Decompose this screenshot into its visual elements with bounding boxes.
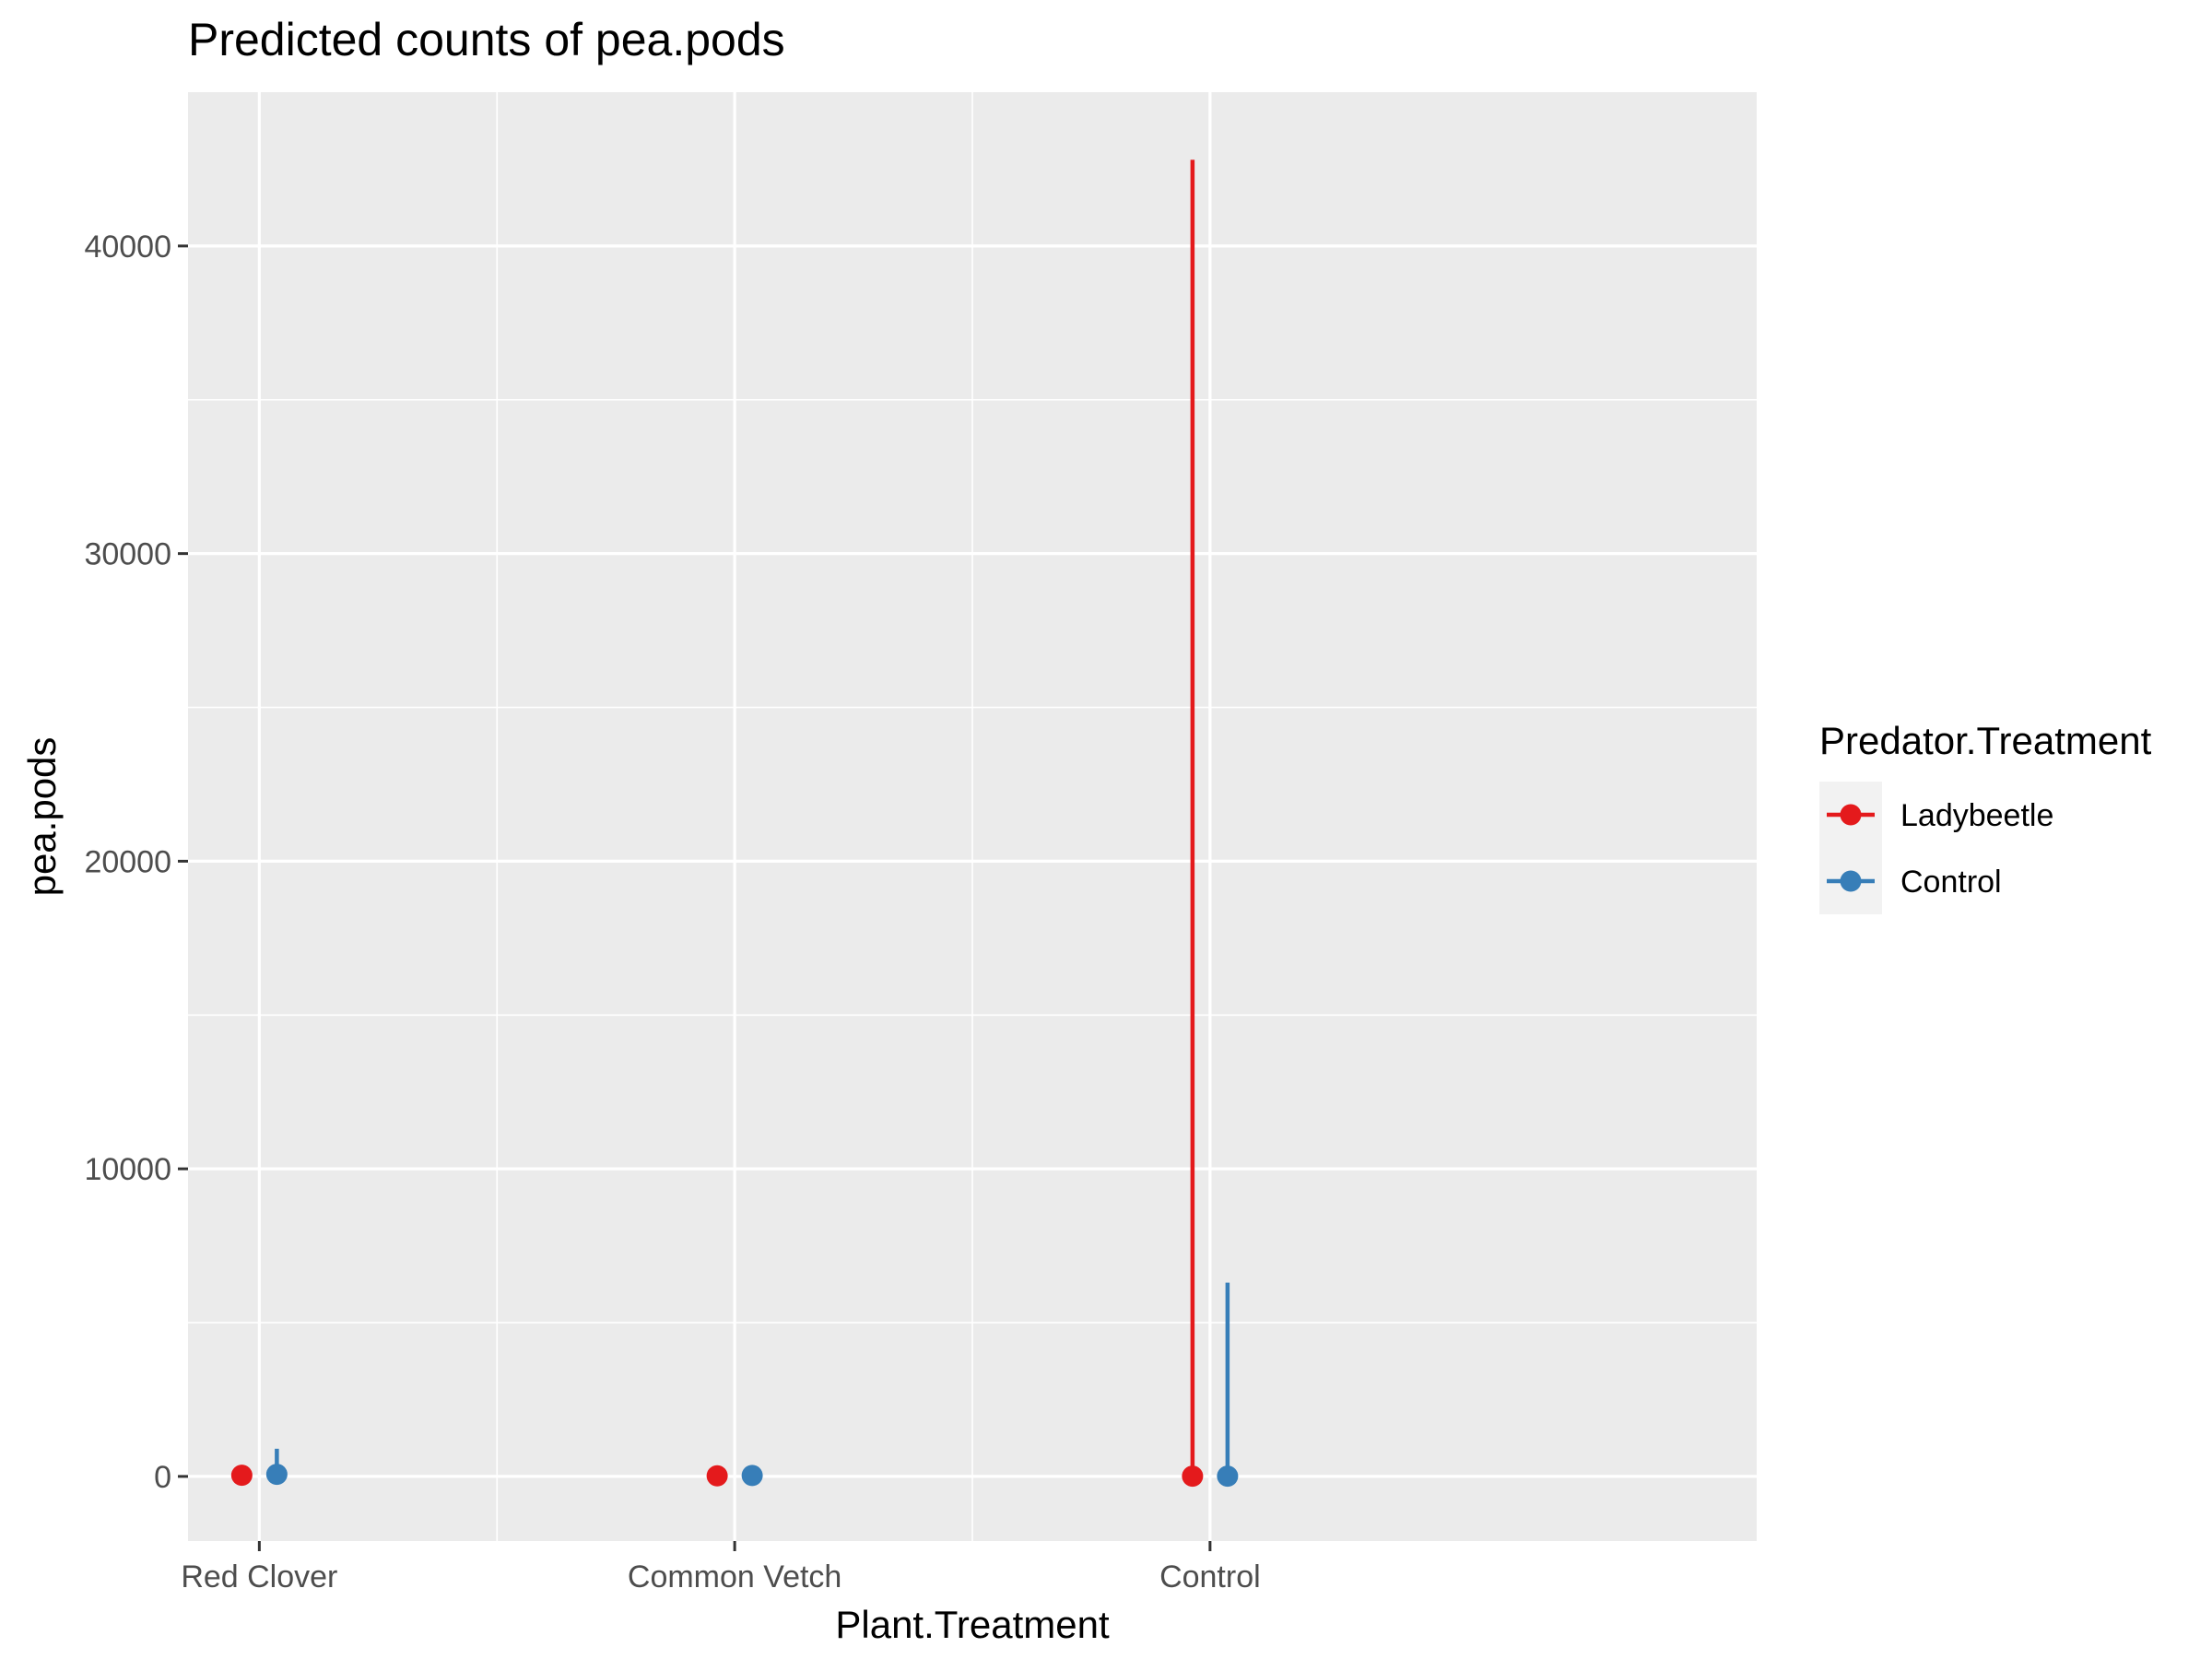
y-axis: 0 10000 20000 30000 40000 xyxy=(84,229,188,1495)
y-tick-label: 40000 xyxy=(84,229,171,265)
data-point xyxy=(706,1465,728,1487)
y-tick-label: 20000 xyxy=(84,844,171,879)
legend-key-point xyxy=(1840,804,1862,826)
data-point xyxy=(1217,1465,1239,1488)
data-point xyxy=(230,1465,253,1487)
legend: Predator.Treatment Ladybeetle Control xyxy=(1819,719,2152,914)
legend-label: Ladybeetle xyxy=(1900,798,2053,833)
x-tick-label: Control xyxy=(1159,1559,1261,1594)
y-tick-label: 0 xyxy=(154,1460,171,1495)
chart-title: Predicted counts of pea.pods xyxy=(188,14,785,65)
data-point xyxy=(265,1464,288,1486)
minor-gridlines xyxy=(188,92,1757,1541)
data-marks xyxy=(230,159,1239,1488)
legend-key-point xyxy=(1840,870,1862,892)
y-tick-label: 30000 xyxy=(84,537,171,572)
x-tick-label: Common Vetch xyxy=(628,1559,841,1594)
legend-label: Control xyxy=(1900,865,2002,900)
data-point xyxy=(741,1465,763,1487)
y-tick-label: 10000 xyxy=(84,1152,171,1187)
x-axis-title: Plant.Treatment xyxy=(835,1603,1110,1646)
legend-title: Predator.Treatment xyxy=(1819,719,2152,762)
x-tick-label: Red Clover xyxy=(181,1559,337,1594)
x-axis: Red Clover Common Vetch Control xyxy=(181,1541,1261,1594)
data-point xyxy=(1182,1465,1204,1488)
y-axis-title: pea.pods xyxy=(20,737,64,897)
major-gridlines xyxy=(188,92,1757,1541)
